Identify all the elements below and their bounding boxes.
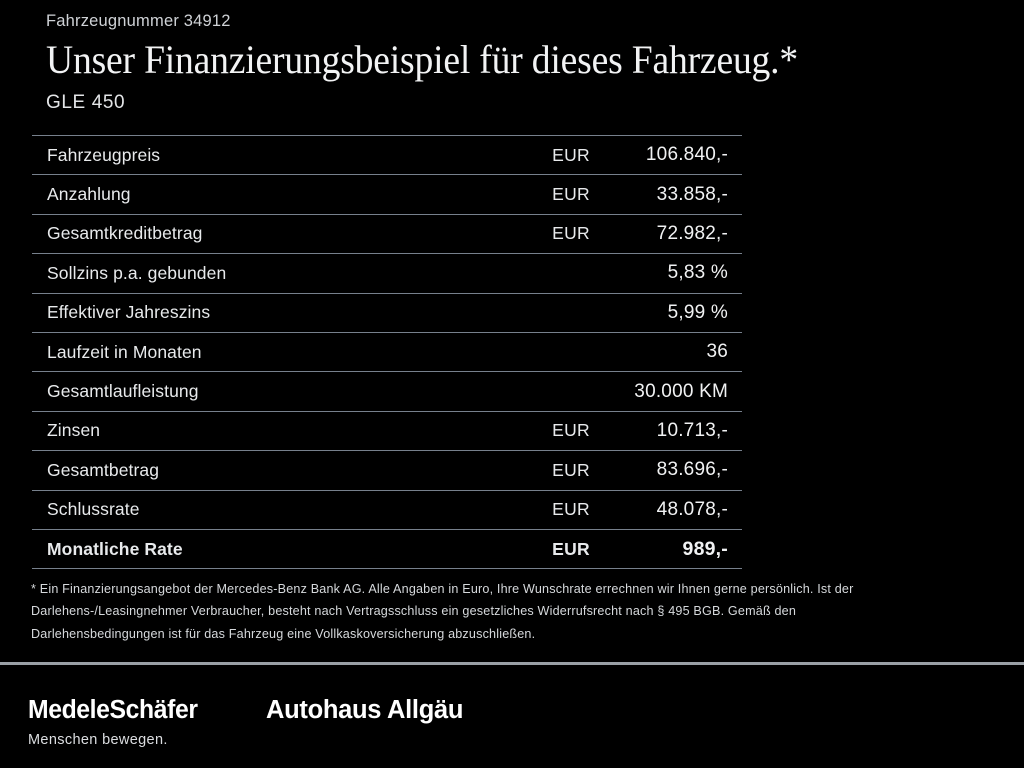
table-row: Anzahlung EUR 33.858,- — [32, 175, 742, 213]
row-value: 5,99 % — [667, 301, 728, 323]
table-row-divider — [32, 371, 742, 373]
table-row-divider — [32, 253, 742, 255]
row-currency: EUR — [552, 144, 590, 165]
table-row-divider — [32, 213, 742, 215]
row-value: 106.840,- — [645, 144, 728, 166]
row-value: 83.696,- — [656, 459, 728, 481]
row-currency: EUR — [552, 420, 590, 441]
footer-divider — [0, 662, 1024, 665]
row-currency: EUR — [552, 184, 590, 205]
dealer-claim: Menschen bewegen. — [28, 732, 168, 748]
row-label: Gesamtkreditbetrag — [47, 223, 203, 244]
table-row-divider — [32, 331, 742, 333]
table-row: Zinsen EUR 10.713,- — [32, 412, 742, 450]
table-row: Sollzins p.a. gebunden 5,83 % — [32, 254, 742, 292]
table-row-divider — [32, 450, 742, 452]
row-value: 30.000 KM — [634, 380, 728, 402]
table-row: Schlussrate EUR 48.078,- — [32, 491, 742, 529]
table-row: Gesamtlaufleistung 30.000 KM — [32, 372, 742, 410]
vehicle-number: Fahrzeugnummer 34912 — [46, 12, 231, 30]
vehicle-model: GLE 450 — [46, 91, 126, 113]
table-row: Laufzeit in Monaten 36 — [32, 333, 742, 371]
financing-table: Fahrzeugpreis EUR 106.840,- Anzahlung EUR 33.… — [32, 135, 742, 570]
row-label: Schlussrate — [47, 499, 140, 520]
row-label: Effektiver Jahreszins — [47, 302, 211, 323]
row-value: 989,- — [682, 537, 728, 560]
dealer-name: MedeleSchäfer — [28, 696, 198, 724]
table-row-divider — [32, 489, 742, 491]
row-label: Monatliche Rate — [47, 538, 183, 559]
table-row: Fahrzeugpreis EUR 106.840,- — [32, 136, 742, 174]
table-row-divider — [32, 174, 742, 176]
table-row-divider — [32, 528, 742, 530]
table-row: Effektiver Jahreszins 5,99 % — [32, 294, 742, 332]
row-value: 10.713,- — [656, 419, 728, 441]
row-value: 33.858,- — [656, 183, 728, 205]
table-row-divider — [32, 292, 742, 294]
page-header: Fahrzeugnummer 34912 Unser Finanzierungs… — [0, 0, 1024, 114]
table-row-divider — [32, 135, 742, 136]
page-title: Unser Finanzierungsbeispiel für dieses F… — [46, 36, 798, 82]
row-currency: EUR — [552, 499, 590, 520]
row-label: Zinsen — [47, 420, 101, 441]
row-label: Anzahlung — [47, 184, 131, 205]
table-row: Gesamtkreditbetrag EUR 72.982,- — [32, 215, 742, 253]
table-row-divider — [32, 568, 742, 570]
table-row-divider — [32, 410, 742, 412]
row-label: Sollzins p.a. gebunden — [47, 262, 227, 283]
dealer-logo-autohaus-allgaeu: Autohaus Allgäu — [266, 696, 464, 724]
row-label: Gesamtbetrag — [47, 459, 160, 480]
row-label: Laufzeit in Monaten — [47, 341, 202, 362]
table-row: Gesamtbetrag EUR 83.696,- — [32, 451, 742, 489]
row-currency: EUR — [552, 223, 590, 244]
row-currency: EUR — [552, 538, 590, 559]
row-value: 36 — [706, 341, 728, 363]
row-value: 5,83 % — [667, 262, 728, 284]
row-value: 72.982,- — [656, 222, 728, 244]
row-value: 48.078,- — [656, 498, 728, 520]
page-footer: MedeleSchäfer Menschen bewegen. Autohaus… — [0, 665, 1024, 768]
row-label: Gesamtlaufleistung — [47, 381, 199, 402]
row-currency: EUR — [552, 459, 590, 480]
row-label: Fahrzeugpreis — [47, 144, 161, 165]
legal-footnote: * Ein Finanzierungsangebot der Mercedes-… — [31, 582, 854, 641]
dealer-logo-medeleschaefer: MedeleSchäfer Menschen bewegen. — [28, 696, 203, 748]
table-row: Monatliche Rate EUR 989,- — [32, 530, 742, 568]
